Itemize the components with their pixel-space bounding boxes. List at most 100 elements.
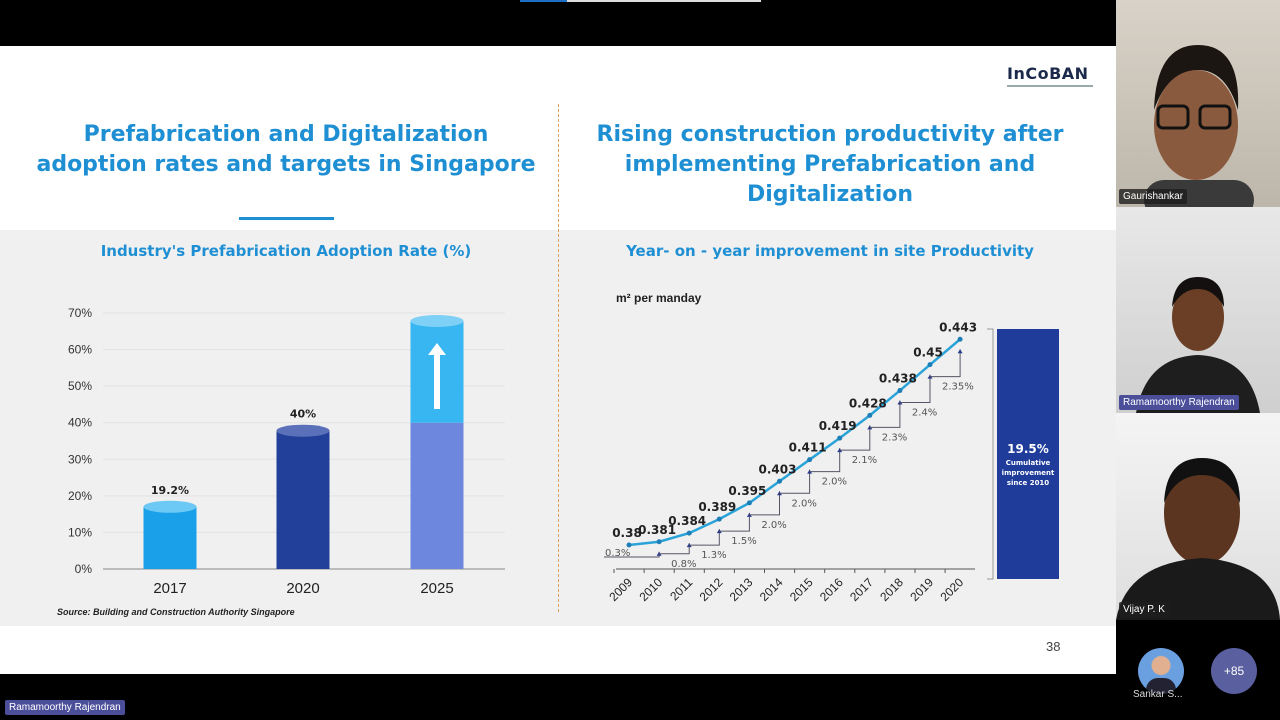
- left-title: Prefabrication and Digitalization adopti…: [36, 122, 536, 177]
- left-chart-title: Industry's Prefabrication Adoption Rate …: [100, 242, 472, 260]
- data-point: [716, 516, 722, 522]
- growth-label: 2.35%: [942, 382, 974, 393]
- point-label: 0.419: [819, 419, 857, 433]
- productivity-line: [628, 338, 961, 547]
- bar-2017: [143, 506, 197, 569]
- step-connector: [809, 448, 841, 473]
- data-point: [777, 478, 782, 484]
- x-tick-label: 2012: [697, 575, 726, 604]
- step-connector: [869, 400, 901, 428]
- y-tick-label: 40%: [68, 416, 92, 430]
- bar-2020: [276, 430, 330, 569]
- y-tick-label: 20%: [68, 489, 92, 503]
- growth-label: 2.1%: [852, 455, 877, 466]
- y-unit-label: m² per manday: [616, 291, 702, 305]
- callout-value: 19.5%: [1007, 442, 1049, 456]
- point-label: 0.428: [849, 396, 887, 410]
- arrow-up-icon: [434, 353, 440, 409]
- bracket: [987, 328, 994, 580]
- point-label: 0.411: [789, 441, 827, 455]
- bar-top: [410, 315, 464, 327]
- video-tile-gaurishankar[interactable]: Gaurishankar: [1116, 0, 1280, 207]
- title-underline: [239, 217, 334, 220]
- step-connector: [899, 374, 931, 404]
- data-point: [626, 542, 632, 548]
- y-tick-label: 0%: [75, 562, 93, 576]
- x-tick-label: 2020: [937, 575, 966, 604]
- x-tick-label: 2018: [877, 575, 906, 604]
- step-connector: [839, 425, 871, 451]
- video-tile-vijay[interactable]: Vijay P. K: [1116, 413, 1280, 620]
- data-point: [807, 457, 813, 463]
- incoban-logo: InCoBAN: [1007, 64, 1093, 87]
- page-number: 38: [1046, 639, 1061, 654]
- growth-label: 0.8%: [671, 559, 696, 570]
- growth-label: 2.0%: [761, 520, 786, 531]
- point-label: 0.45: [913, 346, 943, 360]
- participant-video: [1116, 458, 1280, 620]
- point-label: 0.389: [698, 500, 736, 514]
- growth-label: 2.0%: [792, 498, 817, 509]
- divider: [558, 104, 559, 612]
- data-point: [957, 336, 963, 342]
- data-point: [656, 539, 662, 545]
- bar-data-label: 19.2%: [151, 484, 189, 497]
- y-tick-label: 50%: [68, 379, 92, 393]
- growth-label: 0.3%: [605, 548, 630, 559]
- video-tile-ramamoorthy[interactable]: Ramamoorthy Rajendran: [1116, 207, 1280, 413]
- step-connector: [930, 349, 961, 378]
- point-label: 0.403: [759, 462, 797, 476]
- growth-label: 2.3%: [882, 432, 907, 443]
- arrow-up-icon: [428, 343, 446, 355]
- point-label: 0.381: [638, 523, 676, 537]
- right-title: Rising construction productivity after i…: [596, 122, 1064, 207]
- growth-label: 2.0%: [822, 477, 847, 488]
- x-tick-label: 2017: [153, 580, 186, 597]
- data-point: [897, 388, 903, 394]
- data-point: [837, 435, 843, 441]
- x-tick-label: 2010: [636, 575, 665, 604]
- bar-2025-current: [410, 422, 464, 569]
- point-label: 0.384: [668, 514, 706, 528]
- x-tick-label: 2013: [727, 575, 756, 604]
- right-chart-title: Year- on - year improvement in site Prod…: [626, 242, 1034, 260]
- bar-top: [143, 500, 197, 513]
- more-participants-button[interactable]: +85: [1211, 648, 1257, 694]
- y-tick-label: 70%: [68, 306, 92, 320]
- x-tick-label: 2014: [757, 575, 786, 604]
- arrow-up-icon: [957, 349, 963, 354]
- growth-label: 1.5%: [731, 536, 756, 547]
- presenter-label: Ramamoorthy Rajendran: [5, 700, 125, 715]
- step-connector: [749, 491, 780, 516]
- step-connector: [779, 469, 811, 494]
- data-point: [686, 530, 692, 536]
- point-label: 0.443: [939, 320, 977, 334]
- x-tick-label: 2011: [667, 575, 695, 603]
- share-progress-bar: [520, 0, 761, 2]
- x-tick-label: 2016: [817, 575, 846, 604]
- participant-avatar[interactable]: [1138, 648, 1184, 694]
- source-note: Source: Building and Construction Author…: [57, 607, 295, 617]
- step-connector: [719, 512, 750, 532]
- y-tick-label: 30%: [68, 452, 92, 466]
- growth-label: 2.4%: [912, 408, 937, 419]
- data-point: [927, 362, 933, 368]
- point-label: 0.38: [612, 526, 642, 540]
- x-tick-label: 2009: [606, 575, 635, 604]
- y-tick-label: 60%: [68, 343, 92, 357]
- growth-label: 1.3%: [701, 550, 726, 561]
- participant-video: [1144, 45, 1254, 207]
- callout-box: [997, 329, 1059, 579]
- y-tick-label: 10%: [68, 525, 92, 539]
- participant-name: Ramamoorthy Rajendran: [1119, 395, 1239, 410]
- x-tick-label: 2025: [420, 580, 453, 597]
- step-connector: [659, 543, 690, 555]
- bar-top: [276, 424, 330, 437]
- participant-name: Vijay P. K: [1119, 602, 1169, 617]
- x-tick-label: 2019: [907, 575, 936, 604]
- data-point: [746, 500, 752, 506]
- x-tick-label: 2020: [286, 580, 319, 597]
- participant-video: [1136, 277, 1260, 413]
- data-point: [867, 412, 873, 418]
